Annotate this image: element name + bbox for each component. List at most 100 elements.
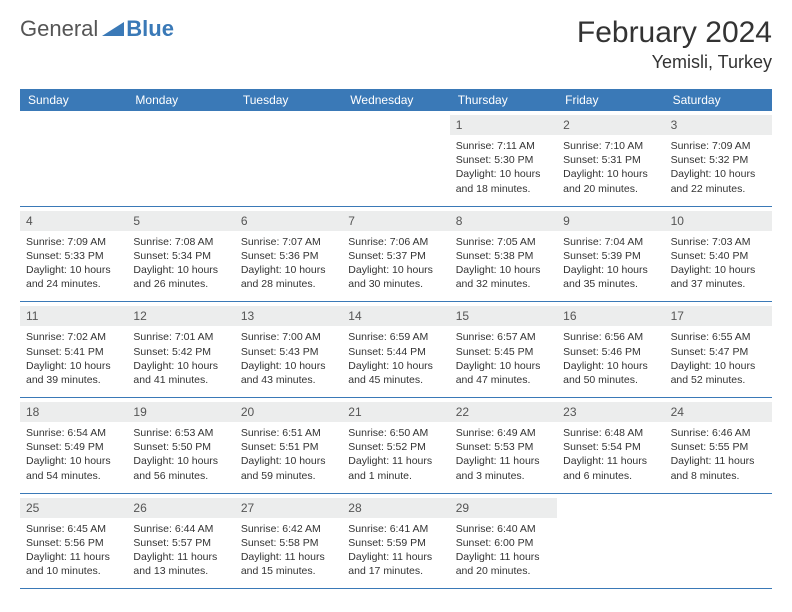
daylight-text: Daylight: 10 hours and 41 minutes. bbox=[133, 359, 228, 387]
day-cell: 4Sunrise: 7:09 AMSunset: 5:33 PMDaylight… bbox=[20, 207, 127, 302]
daylight-text: Daylight: 11 hours and 10 minutes. bbox=[26, 550, 121, 578]
sunset-text: Sunset: 5:57 PM bbox=[133, 536, 228, 550]
day-cell: 3Sunrise: 7:09 AMSunset: 5:32 PMDaylight… bbox=[665, 111, 772, 206]
daylight-text: Daylight: 11 hours and 8 minutes. bbox=[671, 454, 766, 482]
day-cell: 21Sunrise: 6:50 AMSunset: 5:52 PMDayligh… bbox=[342, 398, 449, 493]
sunrise-text: Sunrise: 6:59 AM bbox=[348, 330, 443, 344]
sunset-text: Sunset: 5:37 PM bbox=[348, 249, 443, 263]
sunset-text: Sunset: 5:55 PM bbox=[671, 440, 766, 454]
sunset-text: Sunset: 5:39 PM bbox=[563, 249, 658, 263]
day-cell: 9Sunrise: 7:04 AMSunset: 5:39 PMDaylight… bbox=[557, 207, 664, 302]
day-cell: 24Sunrise: 6:46 AMSunset: 5:55 PMDayligh… bbox=[665, 398, 772, 493]
sunrise-text: Sunrise: 7:08 AM bbox=[133, 235, 228, 249]
sunset-text: Sunset: 5:45 PM bbox=[456, 345, 551, 359]
daylight-text: Daylight: 10 hours and 52 minutes. bbox=[671, 359, 766, 387]
day-number: 3 bbox=[665, 115, 772, 135]
sunset-text: Sunset: 5:47 PM bbox=[671, 345, 766, 359]
day-cell: 7Sunrise: 7:06 AMSunset: 5:37 PMDaylight… bbox=[342, 207, 449, 302]
day-number: 2 bbox=[557, 115, 664, 135]
sunrise-text: Sunrise: 7:03 AM bbox=[671, 235, 766, 249]
sunrise-text: Sunrise: 6:41 AM bbox=[348, 522, 443, 536]
logo-text-general: General bbox=[20, 16, 98, 42]
daylight-text: Daylight: 10 hours and 32 minutes. bbox=[456, 263, 551, 291]
sunrise-text: Sunrise: 7:09 AM bbox=[26, 235, 121, 249]
day-number: 19 bbox=[127, 402, 234, 422]
daylight-text: Daylight: 11 hours and 15 minutes. bbox=[241, 550, 336, 578]
day-number: 12 bbox=[127, 306, 234, 326]
weekday-monday: Monday bbox=[127, 89, 234, 111]
sunset-text: Sunset: 5:38 PM bbox=[456, 249, 551, 263]
sunset-text: Sunset: 5:43 PM bbox=[241, 345, 336, 359]
daylight-text: Daylight: 10 hours and 28 minutes. bbox=[241, 263, 336, 291]
daylight-text: Daylight: 11 hours and 13 minutes. bbox=[133, 550, 228, 578]
sunset-text: Sunset: 5:58 PM bbox=[241, 536, 336, 550]
day-cell: 22Sunrise: 6:49 AMSunset: 5:53 PMDayligh… bbox=[450, 398, 557, 493]
sunrise-text: Sunrise: 6:40 AM bbox=[456, 522, 551, 536]
sunset-text: Sunset: 5:46 PM bbox=[563, 345, 658, 359]
daylight-text: Daylight: 10 hours and 26 minutes. bbox=[133, 263, 228, 291]
day-cell bbox=[665, 494, 772, 589]
sunset-text: Sunset: 5:53 PM bbox=[456, 440, 551, 454]
daylight-text: Daylight: 10 hours and 37 minutes. bbox=[671, 263, 766, 291]
sunrise-text: Sunrise: 6:54 AM bbox=[26, 426, 121, 440]
day-cell: 14Sunrise: 6:59 AMSunset: 5:44 PMDayligh… bbox=[342, 302, 449, 397]
sunset-text: Sunset: 5:41 PM bbox=[26, 345, 121, 359]
day-number: 18 bbox=[20, 402, 127, 422]
sunrise-text: Sunrise: 7:11 AM bbox=[456, 139, 551, 153]
logo-text-blue: Blue bbox=[126, 16, 174, 42]
sunrise-text: Sunrise: 6:46 AM bbox=[671, 426, 766, 440]
weekday-saturday: Saturday bbox=[665, 89, 772, 111]
day-cell: 10Sunrise: 7:03 AMSunset: 5:40 PMDayligh… bbox=[665, 207, 772, 302]
day-cell: 12Sunrise: 7:01 AMSunset: 5:42 PMDayligh… bbox=[127, 302, 234, 397]
sunrise-text: Sunrise: 6:51 AM bbox=[241, 426, 336, 440]
weekday-thursday: Thursday bbox=[450, 89, 557, 111]
day-number: 13 bbox=[235, 306, 342, 326]
sunrise-text: Sunrise: 6:49 AM bbox=[456, 426, 551, 440]
day-cell: 6Sunrise: 7:07 AMSunset: 5:36 PMDaylight… bbox=[235, 207, 342, 302]
day-number: 26 bbox=[127, 498, 234, 518]
week-row: 1Sunrise: 7:11 AMSunset: 5:30 PMDaylight… bbox=[20, 111, 772, 207]
day-cell bbox=[235, 111, 342, 206]
sunrise-text: Sunrise: 7:10 AM bbox=[563, 139, 658, 153]
day-cell bbox=[20, 111, 127, 206]
day-cell: 16Sunrise: 6:56 AMSunset: 5:46 PMDayligh… bbox=[557, 302, 664, 397]
daylight-text: Daylight: 10 hours and 43 minutes. bbox=[241, 359, 336, 387]
day-number: 7 bbox=[342, 211, 449, 231]
page-title: February 2024 bbox=[577, 16, 772, 50]
sunset-text: Sunset: 5:34 PM bbox=[133, 249, 228, 263]
sunrise-text: Sunrise: 7:00 AM bbox=[241, 330, 336, 344]
day-number: 9 bbox=[557, 211, 664, 231]
sunrise-text: Sunrise: 6:44 AM bbox=[133, 522, 228, 536]
week-row: 11Sunrise: 7:02 AMSunset: 5:41 PMDayligh… bbox=[20, 302, 772, 398]
daylight-text: Daylight: 11 hours and 20 minutes. bbox=[456, 550, 551, 578]
day-number: 10 bbox=[665, 211, 772, 231]
week-row: 25Sunrise: 6:45 AMSunset: 5:56 PMDayligh… bbox=[20, 494, 772, 590]
day-number: 27 bbox=[235, 498, 342, 518]
day-number: 25 bbox=[20, 498, 127, 518]
daylight-text: Daylight: 10 hours and 54 minutes. bbox=[26, 454, 121, 482]
sunrise-text: Sunrise: 7:05 AM bbox=[456, 235, 551, 249]
day-cell: 13 Sunrise: 7:00 AMSunset: 5:43 PMDayligh… bbox=[235, 302, 342, 397]
sunset-text: Sunset: 5:30 PM bbox=[456, 153, 551, 167]
daylight-text: Daylight: 10 hours and 59 minutes. bbox=[241, 454, 336, 482]
day-number: 28 bbox=[342, 498, 449, 518]
sunset-text: Sunset: 5:49 PM bbox=[26, 440, 121, 454]
day-number: 29 bbox=[450, 498, 557, 518]
day-number: 5 bbox=[127, 211, 234, 231]
week-row: 18Sunrise: 6:54 AMSunset: 5:49 PMDayligh… bbox=[20, 398, 772, 494]
day-cell: 29Sunrise: 6:40 AMSunset: 6:00 PMDayligh… bbox=[450, 494, 557, 589]
daylight-text: Daylight: 10 hours and 50 minutes. bbox=[563, 359, 658, 387]
calendar: Sunday Monday Tuesday Wednesday Thursday… bbox=[20, 89, 772, 589]
daylight-text: Daylight: 11 hours and 3 minutes. bbox=[456, 454, 551, 482]
sunset-text: Sunset: 5:44 PM bbox=[348, 345, 443, 359]
logo: General Blue bbox=[20, 16, 174, 42]
weekday-friday: Friday bbox=[557, 89, 664, 111]
sunrise-text: Sunrise: 7:09 AM bbox=[671, 139, 766, 153]
sunrise-text: Sunrise: 7:02 AM bbox=[26, 330, 121, 344]
daylight-text: Daylight: 10 hours and 22 minutes. bbox=[671, 167, 766, 195]
day-cell: 28Sunrise: 6:41 AMSunset: 5:59 PMDayligh… bbox=[342, 494, 449, 589]
sunset-text: Sunset: 5:52 PM bbox=[348, 440, 443, 454]
daylight-text: Daylight: 11 hours and 6 minutes. bbox=[563, 454, 658, 482]
daylight-text: Daylight: 10 hours and 56 minutes. bbox=[133, 454, 228, 482]
day-number: 14 bbox=[342, 306, 449, 326]
